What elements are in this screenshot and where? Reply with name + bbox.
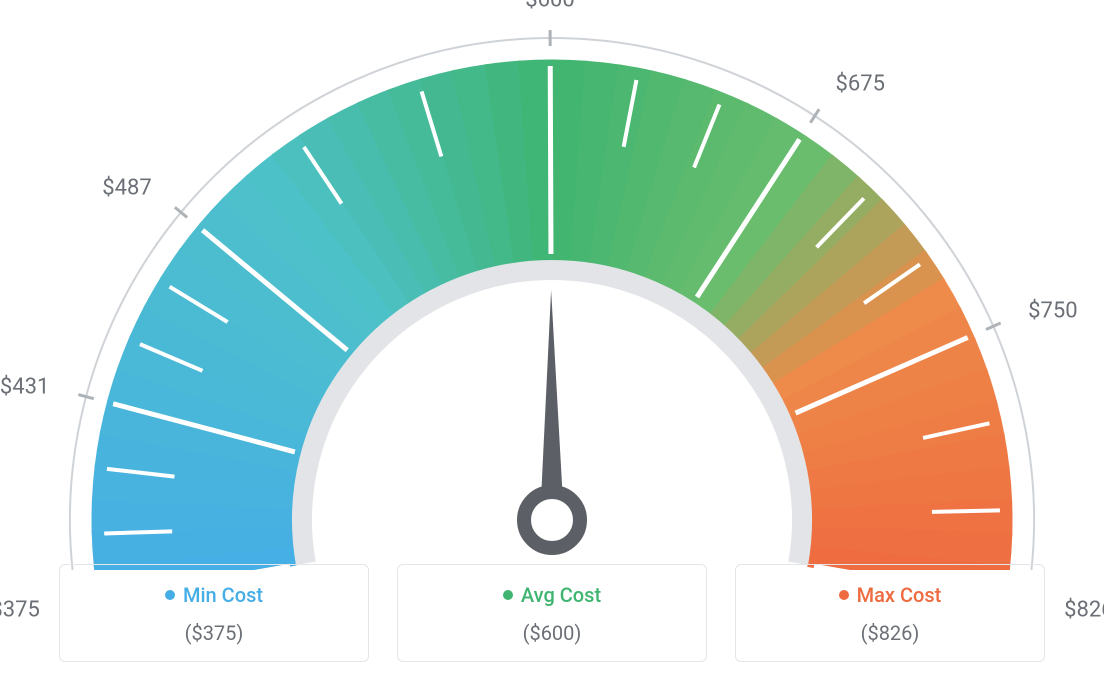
gauge-tick-label: $431 bbox=[0, 374, 49, 399]
legend-box-max: Max Cost ($826) bbox=[735, 564, 1045, 662]
legend-title-min: Min Cost bbox=[165, 583, 263, 607]
legend-dot-max bbox=[839, 590, 849, 600]
legend-dot-avg bbox=[503, 590, 513, 600]
legend-dot-min bbox=[165, 590, 175, 600]
gauge-tick-label: $750 bbox=[1028, 298, 1077, 323]
legend-box-min: Min Cost ($375) bbox=[59, 564, 369, 662]
legend-value-max: ($826) bbox=[746, 621, 1034, 645]
legend-box-avg: Avg Cost ($600) bbox=[397, 564, 707, 662]
legend-label-avg: Avg Cost bbox=[521, 583, 601, 607]
legend-title-avg: Avg Cost bbox=[503, 583, 601, 607]
gauge-tick-label: $600 bbox=[525, 0, 574, 13]
legend-value-avg: ($600) bbox=[408, 621, 696, 645]
gauge-svg bbox=[0, 10, 1104, 570]
legend-label-min: Min Cost bbox=[183, 583, 263, 607]
legend-title-max: Max Cost bbox=[839, 583, 942, 607]
gauge-tick-label: $675 bbox=[835, 72, 884, 97]
legend-row: Min Cost ($375) Avg Cost ($600) Max Cost… bbox=[0, 564, 1104, 662]
gauge-container: $375$431$487$600$675$750$826 bbox=[0, 0, 1104, 560]
legend-value-min: ($375) bbox=[70, 621, 358, 645]
legend-label-max: Max Cost bbox=[857, 583, 942, 607]
gauge-tick-label: $487 bbox=[102, 176, 151, 201]
